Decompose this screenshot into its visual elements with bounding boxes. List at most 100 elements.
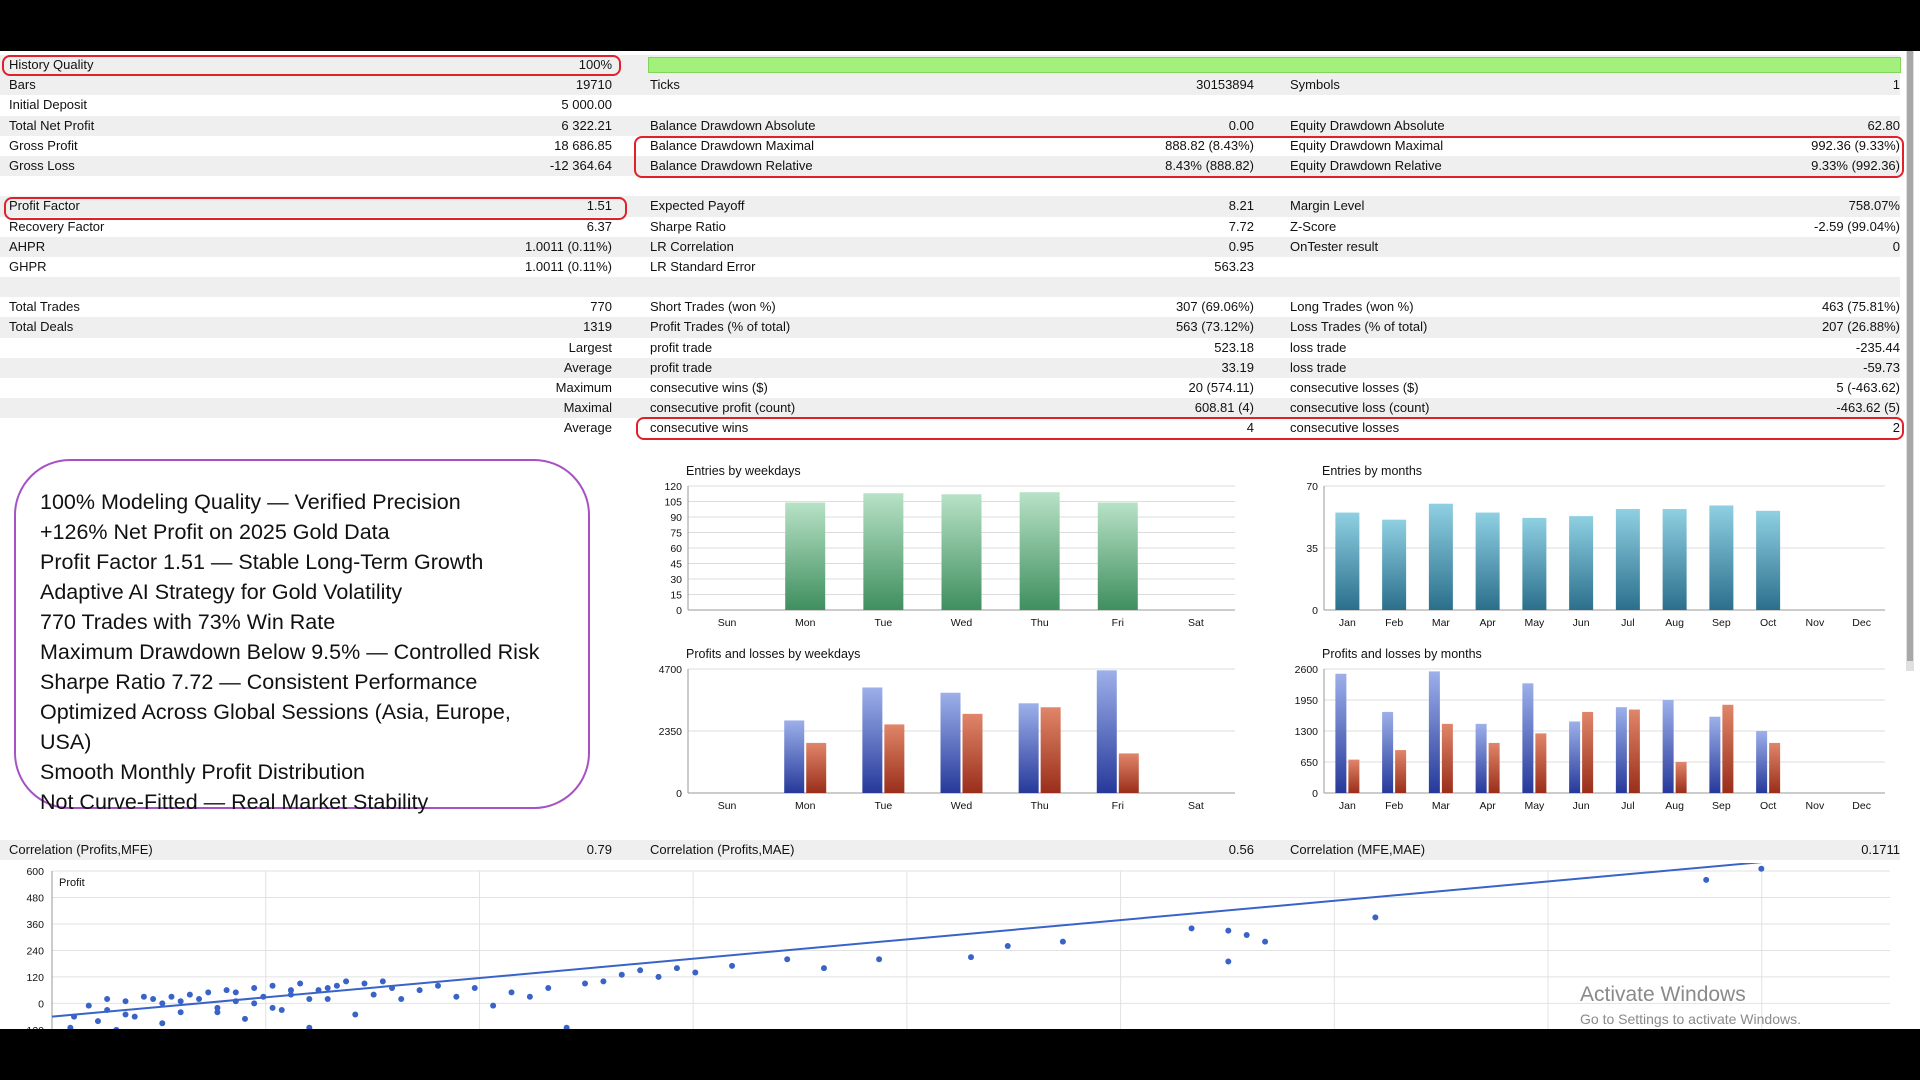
promo-line: Profit Factor 1.51 — Stable Long-Term Gr… xyxy=(40,550,484,574)
x-tick-label: Sat xyxy=(1188,617,1204,629)
scatter-point xyxy=(1004,943,1011,950)
y-tick-label: 75 xyxy=(670,528,682,540)
x-tick-label: Nov xyxy=(1806,617,1825,629)
stats-row: Profit Factor 1.51 Expected Payoff 8.21 Marg… xyxy=(0,196,1900,217)
stat-label: Margin Level xyxy=(1290,198,1365,214)
scatter-point xyxy=(416,987,423,994)
stat-value: 758.07% xyxy=(1848,198,1900,214)
stats-row: Maximum consecutive wins ($) 20 (574.11) co… xyxy=(0,378,1900,398)
stat-value: -2.59 (99.04%) xyxy=(1814,218,1900,234)
monthly-entries-chart: Entries by months 0 35 70 Jan Feb Mar Apr May Jun… xyxy=(1306,464,1885,629)
profit-bar xyxy=(784,720,805,793)
loss-bar xyxy=(1675,762,1687,793)
scatter-point xyxy=(471,984,478,991)
stat-label: LR Standard Error xyxy=(650,258,756,274)
chart-title: Entries by months xyxy=(1322,464,1422,478)
profit-bar xyxy=(1382,711,1394,793)
entries-bar xyxy=(1097,502,1138,610)
stats-row: Total Deals 1319 Profit Trades (% of total… xyxy=(0,317,1900,338)
promo-box: 100% Modeling Quality — Verified Precisi… xyxy=(14,459,590,814)
scatter-point xyxy=(508,989,515,996)
stats-row: Maximal consecutive profit (count) 608.81 … xyxy=(0,398,1900,419)
x-tick-label: Tue xyxy=(874,617,892,629)
stat-label: Equity Drawdown Maximal xyxy=(1290,137,1444,153)
y-tick-label: 4700 xyxy=(659,664,683,676)
scatter-point xyxy=(333,982,340,989)
scatter-point xyxy=(453,993,460,1000)
x-tick-label: Apr xyxy=(1479,617,1496,629)
stats-row: GHPR 1.0011 (0.11%) LR Standard Error 563.2… xyxy=(0,257,1900,277)
entries-bar xyxy=(1569,516,1594,610)
scatter-point xyxy=(434,982,441,989)
stat-label: consecutive wins ($) xyxy=(650,380,768,395)
stat-label: consecutive profit (count) xyxy=(650,400,796,416)
profit-bar xyxy=(1522,683,1534,793)
loss-bar xyxy=(806,742,827,793)
stat-label: loss trade xyxy=(1290,339,1347,355)
x-tick-label: Oct xyxy=(1760,800,1776,812)
stat-value: 19710 xyxy=(575,77,612,93)
scatter-point xyxy=(600,978,607,985)
stat-value: 6 322.21 xyxy=(561,117,612,133)
profit-bar xyxy=(940,692,961,793)
entries-bar xyxy=(785,502,826,610)
x-tick-label: Thu xyxy=(1031,617,1049,629)
chart-title: Profits and losses by months xyxy=(1322,647,1482,661)
stat-label: GHPR xyxy=(9,258,47,274)
stat-label: Sharpe Ratio xyxy=(650,218,726,234)
vertical-scrollbar[interactable] xyxy=(1906,51,1914,671)
scatter-point xyxy=(251,984,258,991)
scatter-point xyxy=(104,996,111,1002)
profit-bar xyxy=(1662,700,1674,793)
stat-value: 0.00 xyxy=(1228,117,1254,133)
stat-value: 8.43% (888.82) xyxy=(1165,157,1254,173)
stat-value: Maximal xyxy=(563,400,612,416)
stat-label: Profit Trades (% of total) xyxy=(650,319,791,335)
stat-label: Ticks xyxy=(650,77,680,93)
stat-label: Gross Loss xyxy=(9,157,75,173)
scatter-point xyxy=(876,956,883,963)
stat-value: 0 xyxy=(1892,238,1900,254)
promo-line: Maximum Drawdown Below 9.5% — Controlled… xyxy=(40,640,540,664)
x-tick-label: Aug xyxy=(1665,617,1684,629)
corr-mfe-mae-label: Correlation (MFE,MAE) xyxy=(1290,842,1426,857)
entries-bar xyxy=(1019,492,1060,610)
scrollbar-thumb[interactable] xyxy=(1907,51,1913,661)
scatter-point xyxy=(1188,925,1195,932)
profit-scatter-chart: -240-1200120240360480600Profit xyxy=(23,863,1890,1029)
stat-value: 6.37 xyxy=(586,218,612,234)
scatter-point xyxy=(150,996,157,1002)
x-tick-label: Sat xyxy=(1188,800,1204,812)
activate-windows-watermark: Activate Windows Go to Settings to activ… xyxy=(1580,983,1801,1027)
scatter-point xyxy=(968,954,974,961)
stat-label: Gross Profit xyxy=(9,137,78,153)
y-tick-label: 600 xyxy=(26,866,44,878)
loss-bar xyxy=(1582,711,1594,793)
loss-bar xyxy=(1488,742,1500,793)
y-tick-label: 1950 xyxy=(1295,695,1319,707)
promo-line: Optimized Across Global Sessions (Asia, … xyxy=(40,700,511,754)
x-tick-label: Jul xyxy=(1621,617,1634,629)
y-tick-label: 60 xyxy=(670,543,682,555)
scatter-point xyxy=(159,1020,166,1027)
x-tick-label: Jun xyxy=(1573,617,1590,629)
stat-value: 5 000.00 xyxy=(561,97,612,113)
stat-label: Long Trades (won %) xyxy=(1290,299,1414,315)
stat-label: Total Trades xyxy=(9,299,80,315)
stat-label: consecutive loss (count) xyxy=(1290,400,1430,416)
scatter-point xyxy=(820,965,827,972)
stat-value: 9.33% (992.36) xyxy=(1811,157,1900,173)
x-tick-label: Jan xyxy=(1339,617,1356,629)
y-tick-label: 70 xyxy=(1306,481,1318,493)
x-tick-label: Dec xyxy=(1852,800,1871,812)
y-tick-label: 2600 xyxy=(1295,664,1319,676)
x-tick-label: Wed xyxy=(951,617,973,629)
scatter-point xyxy=(563,1024,570,1029)
loss-bar xyxy=(1769,742,1781,793)
stat-value: Average xyxy=(563,359,612,375)
stat-value: 33.19 xyxy=(1221,359,1254,375)
loss-bar xyxy=(1118,753,1139,793)
scatter-point xyxy=(398,996,405,1002)
scatter-point xyxy=(306,996,313,1002)
loss-bar xyxy=(1722,704,1734,793)
